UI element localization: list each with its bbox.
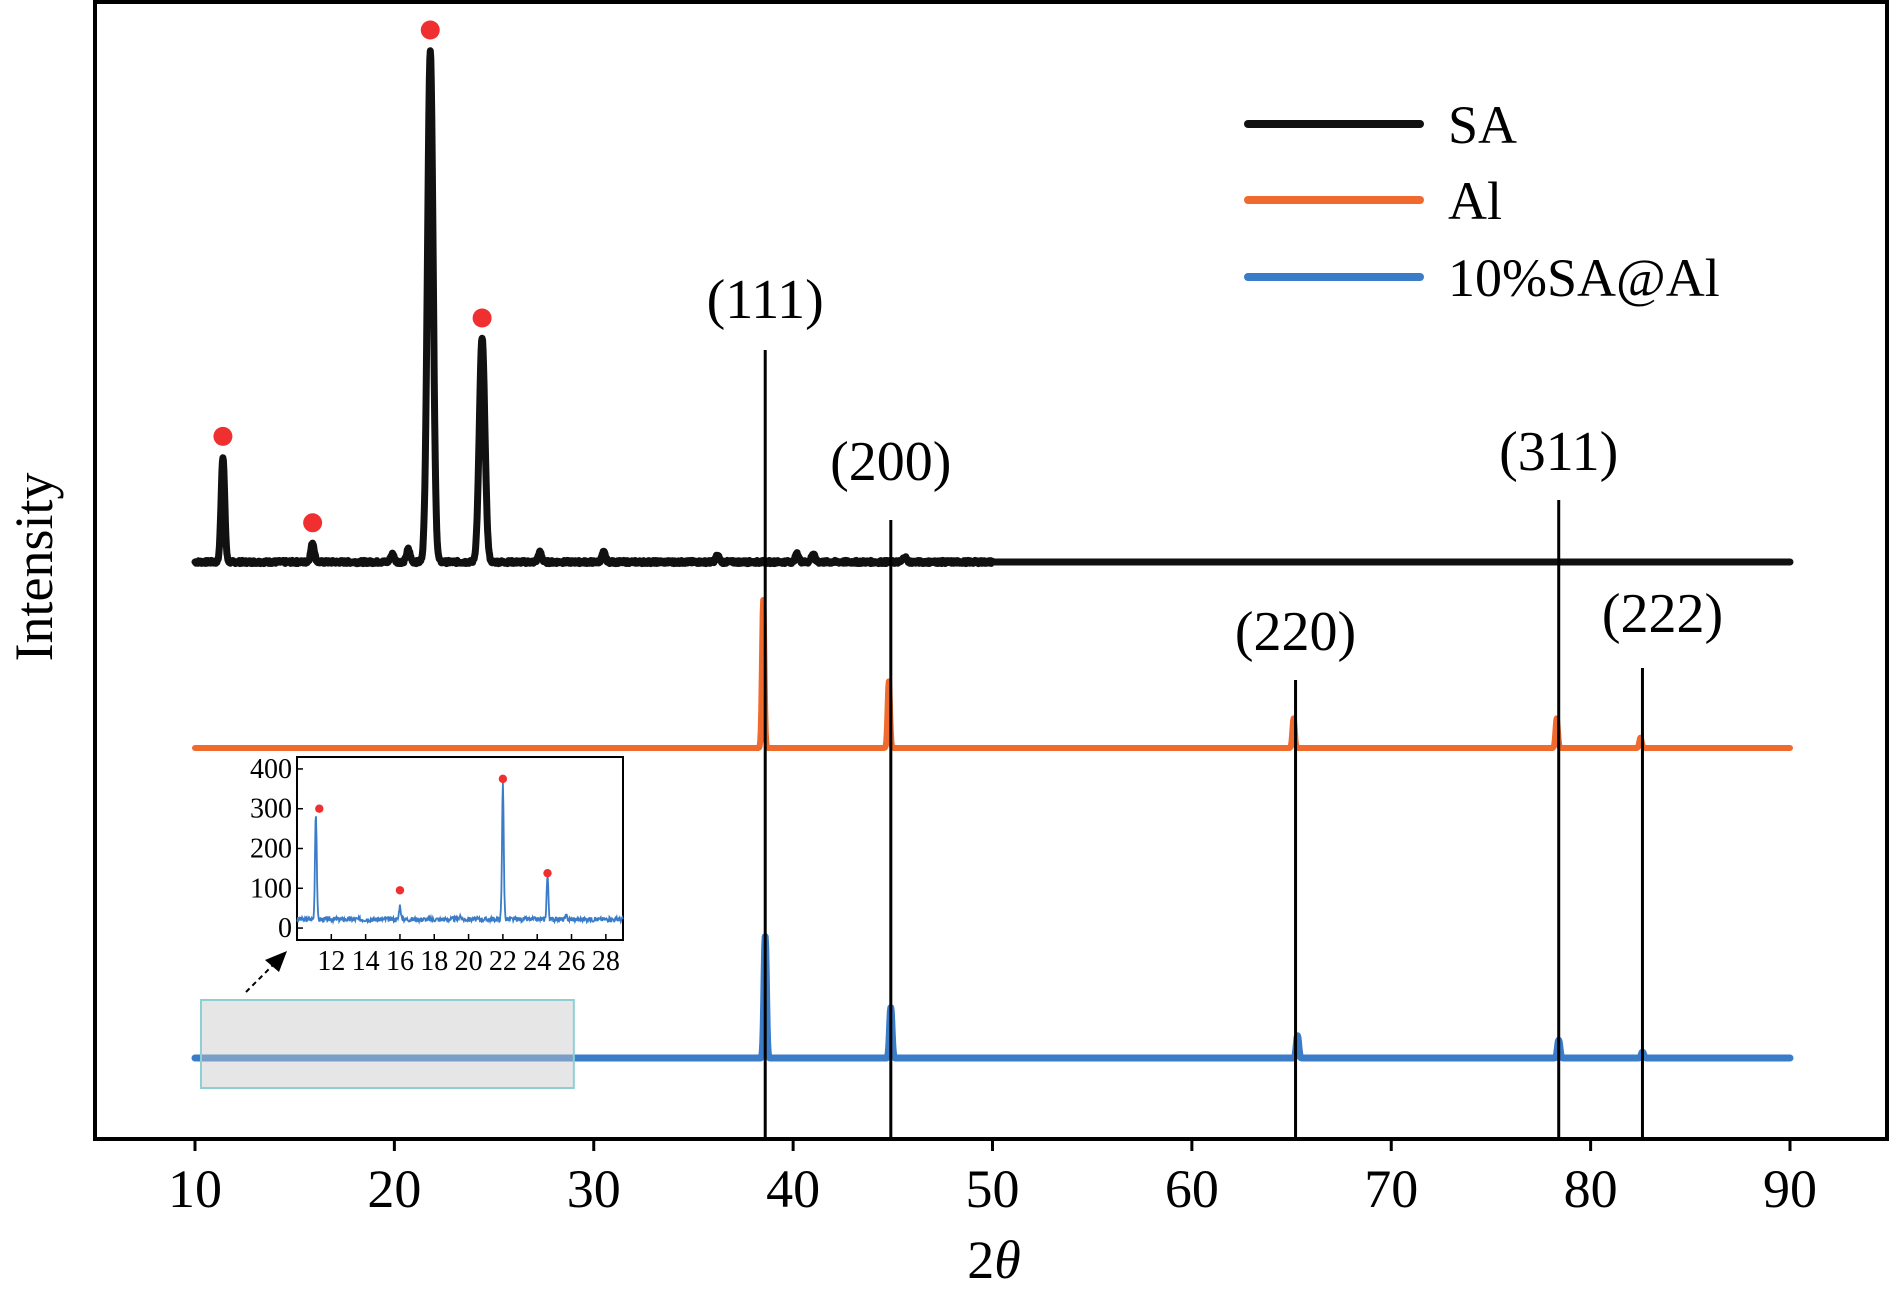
inset-x-tick-label: 14 xyxy=(352,946,380,977)
inset-y-tick-label: 100 xyxy=(250,873,292,904)
inset-x-tick-label: 16 xyxy=(386,946,414,977)
hkl-label: (111) xyxy=(707,269,824,331)
series-line-1 xyxy=(192,597,1793,751)
inset-frame xyxy=(296,756,624,941)
hkl-label: (220) xyxy=(1235,601,1356,663)
inset-peak-marker xyxy=(498,774,508,784)
x-tick-label: 10 xyxy=(168,1159,222,1219)
x-tick-label: 90 xyxy=(1763,1159,1817,1219)
x-tick-label: 50 xyxy=(966,1159,1020,1219)
x-axis-title: 2θ xyxy=(967,1230,1021,1290)
inset-x-tick-label: 18 xyxy=(420,946,448,977)
x-axis-title-symbol: θ xyxy=(994,1230,1021,1290)
inset-x-tick-label: 26 xyxy=(558,946,586,977)
inset-peak-marker xyxy=(543,868,552,878)
series-layer xyxy=(191,47,1794,1089)
inset-peak-marker xyxy=(395,886,405,895)
legend: SA Al 10%SA@Al xyxy=(1244,95,1720,308)
x-tick-label: 40 xyxy=(766,1159,820,1219)
inset-x-tick-label: 20 xyxy=(455,946,483,977)
inset-y-tick-label: 200 xyxy=(250,834,292,865)
hkl-label: (200) xyxy=(830,431,951,493)
x-tick-label: 80 xyxy=(1564,1159,1618,1219)
inset-x-tick-label: 28 xyxy=(592,946,620,977)
series-line-2 xyxy=(191,933,1794,1062)
inset-x-tick-label: 22 xyxy=(489,946,517,977)
inset-series-line xyxy=(296,782,624,926)
x-tick-label: 60 xyxy=(1165,1159,1219,1219)
inset-pointer-arrowhead xyxy=(265,951,287,972)
hkl-label: (222) xyxy=(1602,583,1723,645)
peak-marker xyxy=(472,308,492,328)
x-tick-label: 30 xyxy=(567,1159,621,1219)
inset-peak-marker xyxy=(315,804,324,813)
peak-marker xyxy=(303,513,323,533)
x-axis-title-prefix: 2 xyxy=(967,1230,994,1290)
inset-x-tick-label: 24 xyxy=(523,946,551,977)
peak-markers xyxy=(213,20,492,533)
reference-lines: (111) (200) (220) (311) (222) xyxy=(707,269,1723,1137)
series-line-0 xyxy=(191,47,1794,568)
legend-label: 10%SA@Al xyxy=(1448,248,1720,308)
inset-plot: 0 100 200 300 400 12 14 16 18 20 22 24 26 28 xyxy=(245,754,624,993)
x-tick-label: 70 xyxy=(1364,1159,1418,1219)
legend-label: Al xyxy=(1448,171,1502,231)
legend-label: SA xyxy=(1448,95,1517,155)
x-tick-label: 20 xyxy=(367,1159,421,1219)
inset-source-region xyxy=(199,999,575,1089)
x-axis-ticks: 10 20 30 40 50 60 70 80 90 xyxy=(168,1137,1817,1219)
inset-y-tick-label: 400 xyxy=(250,754,292,785)
hkl-label: (311) xyxy=(1499,421,1618,483)
inset-x-tick-label: 12 xyxy=(317,946,345,977)
peak-marker xyxy=(213,426,233,446)
inset-y-tick-label: 300 xyxy=(250,794,292,825)
peak-marker xyxy=(420,20,440,40)
inset-y-tick-label: 0 xyxy=(278,913,292,944)
y-axis-title: Intensity xyxy=(4,473,64,662)
